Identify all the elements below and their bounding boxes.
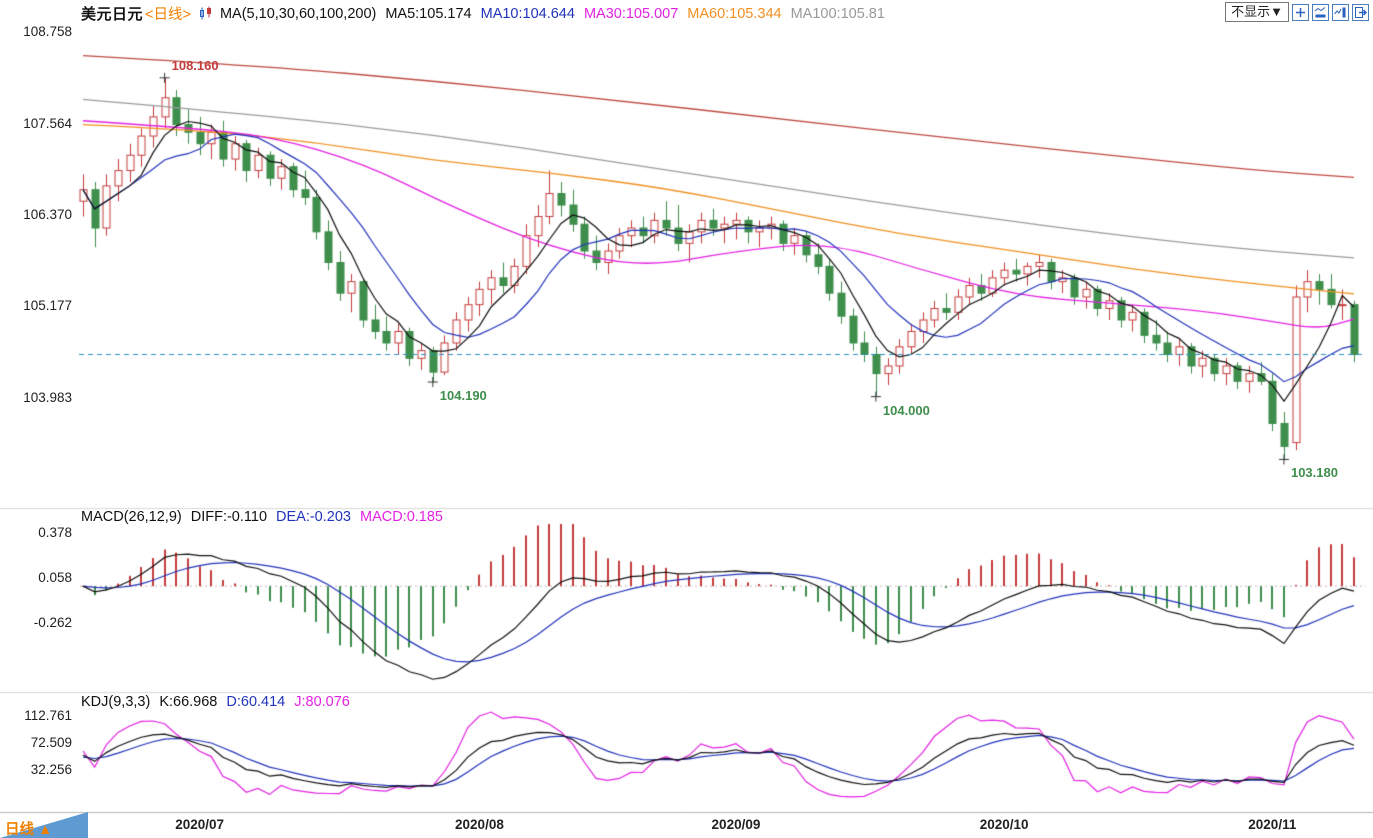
symbol-name: 美元日元 <box>81 6 144 23</box>
kdj-j-value: J:80.076 <box>294 694 350 710</box>
x-axis-label: 2020/08 <box>455 817 504 832</box>
macd-dea-value: DEA:-0.203 <box>276 509 351 525</box>
x-axis-label: 2020/10 <box>979 817 1029 832</box>
candlestick-chart-icon <box>198 6 213 21</box>
price-annotation: 104.000 <box>882 402 930 418</box>
display-mode-dropdown[interactable]: 不显示▼ <box>1225 2 1289 22</box>
expand-pane-icon[interactable] <box>1352 3 1369 21</box>
x-axis-label: 2020/07 <box>175 817 224 832</box>
kdj-header: KDJ(9,3,3) K:66.968 D:60.414 J:80.076 <box>81 694 350 710</box>
x-axis-label: 2020/11 <box>1248 817 1297 832</box>
price-annotation: 103.180 <box>1290 465 1338 481</box>
y-axis-label: 72.509 <box>30 735 72 750</box>
main-chart-header: 美元日元 <日线> MA(5,10,30,60,100,200) MA5:105… <box>81 3 885 24</box>
period-tab[interactable]: 日线 ▲ <box>5 822 53 838</box>
y-axis-label: 107.564 <box>23 115 72 131</box>
price-annotation: 104.190 <box>439 388 487 404</box>
chart-toolbar: 不显示▼ <box>1225 2 1369 22</box>
macd-params-label: MACD(26,12,9) <box>81 509 182 525</box>
ma10-value: MA10:104.644 <box>480 5 575 22</box>
kdj-d-value: D:60.414 <box>226 694 286 710</box>
y-axis-label: 32.256 <box>30 762 72 777</box>
y-axis-label: 0.378 <box>38 525 72 540</box>
pane-right-icon[interactable] <box>1332 3 1349 21</box>
kdj-k-value: K:66.968 <box>159 694 218 710</box>
macd-bar-value: MACD:0.185 <box>359 509 443 525</box>
price-annotation: 108.160 <box>171 57 219 73</box>
ma60-value: MA60:105.344 <box>687 5 782 22</box>
add-pane-icon[interactable] <box>1292 3 1309 21</box>
pane-bottom-icon[interactable] <box>1312 3 1329 21</box>
y-axis-label: 112.761 <box>24 708 72 723</box>
ma-group-label: MA(5,10,30,60,100,200) <box>219 5 377 22</box>
y-axis-label: 106.370 <box>23 207 72 222</box>
y-axis-label: 105.177 <box>23 298 72 314</box>
y-axis-label: 108.758 <box>23 24 72 39</box>
ma100-value: MA100:105.81 <box>790 5 885 22</box>
y-axis-label: 103.983 <box>23 389 72 405</box>
macd-diff-value: DIFF:-0.110 <box>190 509 268 525</box>
kdj-params-label: KDJ(9,3,3) <box>81 694 151 710</box>
x-axis-label: 2020/09 <box>711 817 761 832</box>
y-axis-label: -0.262 <box>33 615 72 630</box>
y-axis-label: 0.058 <box>38 570 72 585</box>
macd-header: MACD(26,12,9) DIFF:-0.110 DEA:-0.203 MAC… <box>81 509 443 525</box>
period-tag: <日线> <box>145 7 191 23</box>
ma30-value: MA30:105.007 <box>583 5 679 22</box>
ma5-value: MA5:105.174 <box>385 5 472 22</box>
